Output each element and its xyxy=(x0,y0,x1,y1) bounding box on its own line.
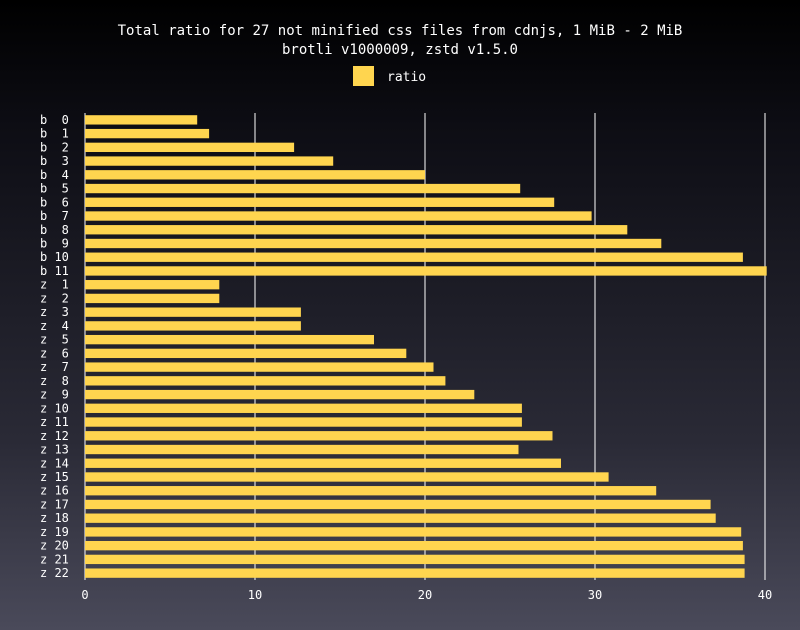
bar xyxy=(85,486,657,496)
legend-swatch xyxy=(353,66,374,86)
y-tick-label: b 7 xyxy=(40,209,69,223)
bar xyxy=(85,472,609,482)
y-tick-label: b 0 xyxy=(40,113,69,127)
y-tick-label: z 14 xyxy=(40,456,69,470)
y-tick-label: z 21 xyxy=(40,552,69,566)
bar xyxy=(85,458,561,468)
y-tick-label: z 19 xyxy=(40,525,69,539)
y-tick-label: z 22 xyxy=(40,566,69,580)
y-tick-label: z 7 xyxy=(40,360,69,374)
legend-label: ratio xyxy=(387,70,426,85)
bar xyxy=(85,540,743,551)
y-tick-label: b 6 xyxy=(40,195,69,209)
bar xyxy=(85,499,711,510)
y-tick-label: b 4 xyxy=(40,168,69,182)
bar xyxy=(85,128,210,139)
bar xyxy=(85,554,745,565)
y-tick-label: b 11 xyxy=(40,264,69,278)
bar xyxy=(85,403,522,413)
bar xyxy=(85,238,662,249)
y-tick-label: z 20 xyxy=(40,539,69,553)
bar xyxy=(85,389,475,400)
bar xyxy=(85,334,374,345)
bar xyxy=(85,348,407,359)
x-tick-label: 0 xyxy=(81,588,88,602)
x-tick-label: 10 xyxy=(248,588,262,602)
bar xyxy=(85,170,425,180)
y-tick-label: z 12 xyxy=(40,429,69,443)
bars xyxy=(85,115,767,578)
chart-subtitle: brotli v1000009, zstd v1.5.0 xyxy=(282,42,518,58)
bar xyxy=(85,115,198,125)
bar xyxy=(85,568,745,578)
bar xyxy=(85,183,521,194)
bar xyxy=(85,307,301,317)
gridlines xyxy=(84,113,766,580)
x-tick-label: 20 xyxy=(418,588,432,602)
y-tick-label: z 4 xyxy=(40,319,69,333)
y-tick-label: b 1 xyxy=(40,127,69,141)
bar xyxy=(85,431,553,441)
bar xyxy=(85,211,592,221)
y-tick-label: z 18 xyxy=(40,511,69,525)
bar xyxy=(85,513,716,523)
bar xyxy=(85,280,220,290)
y-tick-label: z 15 xyxy=(40,470,69,484)
bar xyxy=(85,156,334,166)
x-tick-label: 40 xyxy=(758,588,772,602)
y-tick-label: z 17 xyxy=(40,497,69,511)
y-tick-label: z 10 xyxy=(40,401,69,415)
y-axis-labels: b 0b 1b 2b 3b 4b 5b 6b 7b 8b 9b 10b 11z … xyxy=(40,113,69,580)
bar xyxy=(85,252,743,262)
bar xyxy=(85,142,295,153)
x-tick-label: 30 xyxy=(588,588,602,602)
y-tick-label: z 9 xyxy=(40,388,69,402)
y-tick-label: z 2 xyxy=(40,291,69,305)
bar xyxy=(85,362,434,372)
bar xyxy=(85,197,555,207)
bar xyxy=(85,527,742,537)
y-tick-label: b 9 xyxy=(40,236,69,250)
y-tick-label: z 5 xyxy=(40,333,69,347)
y-tick-label: b 5 xyxy=(40,182,69,196)
bar xyxy=(85,293,220,304)
y-tick-label: z 11 xyxy=(40,415,69,429)
y-tick-label: b 2 xyxy=(40,140,69,154)
bar xyxy=(85,321,301,331)
x-axis-labels: 0 10 20 30 40 xyxy=(81,588,772,602)
y-tick-label: b 10 xyxy=(40,250,69,264)
bar xyxy=(85,376,446,386)
bar xyxy=(85,417,522,427)
y-tick-label: z 3 xyxy=(40,305,69,319)
y-tick-label: z 1 xyxy=(40,278,69,292)
bar xyxy=(85,225,628,235)
y-tick-label: z 8 xyxy=(40,374,69,388)
bar xyxy=(85,444,519,455)
y-tick-label: z 13 xyxy=(40,443,69,457)
y-tick-label: b 3 xyxy=(40,154,69,168)
legend: ratio xyxy=(353,66,426,86)
chart-title: Total ratio for 27 not minified css file… xyxy=(118,23,683,39)
y-tick-label: z 16 xyxy=(40,484,69,498)
bar xyxy=(85,266,767,276)
y-tick-label: b 8 xyxy=(40,223,69,237)
y-tick-label: z 6 xyxy=(40,346,69,360)
